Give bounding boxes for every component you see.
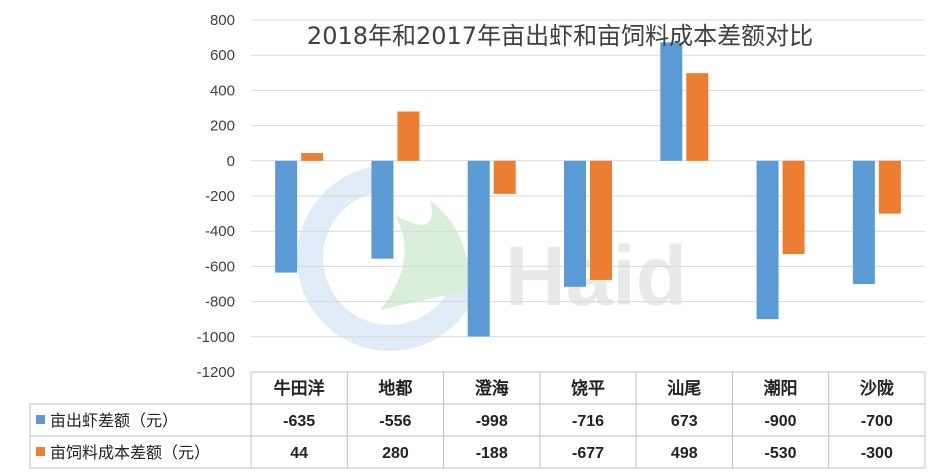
- y-tick-label: -200: [205, 188, 235, 205]
- bars: [275, 42, 901, 337]
- watermark-logo: Haid: [297, 165, 687, 351]
- y-tick-label: -1200: [197, 364, 235, 381]
- bar-shrimp-2: [467, 160, 490, 337]
- data-label: 44: [290, 445, 308, 462]
- bar-feed-0: [301, 153, 324, 161]
- data-label: -700: [861, 413, 893, 430]
- bar-feed-5: [782, 160, 805, 255]
- chart-title: 2018年和2017年亩出虾和亩饲料成本差额对比: [307, 22, 813, 50]
- bar-feed-4: [686, 73, 709, 161]
- bar-feed-3: [590, 160, 612, 280]
- bar-shrimp-0: [275, 160, 298, 273]
- bar-feed-2: [493, 160, 516, 194]
- data-label: -900: [765, 413, 797, 430]
- category-label: 澄海: [475, 378, 509, 399]
- bar-feed-6: [878, 160, 901, 214]
- bar-shrimp-5: [756, 160, 779, 320]
- data-label: -530: [765, 445, 797, 462]
- y-tick-label: -800: [205, 294, 235, 311]
- y-axis-ticks: 800 600 400 200 0 -200 -400 -600 -800 -1000 -1200: [197, 12, 235, 381]
- legend-swatch: [36, 415, 45, 424]
- data-label: -998: [476, 413, 508, 430]
- bar-shrimp-4: [660, 42, 683, 161]
- bar-feed-1: [397, 111, 420, 161]
- y-tick-label: 400: [210, 82, 235, 99]
- data-label: -300: [861, 445, 893, 462]
- data-label: -556: [379, 413, 411, 430]
- y-tick-label: -1000: [197, 329, 235, 346]
- category-label: 地都: [378, 378, 412, 399]
- category-label: 饶平: [571, 378, 605, 399]
- data-label: 280: [382, 445, 409, 462]
- category-label: 潮阳: [764, 378, 798, 399]
- data-label: -635: [283, 413, 315, 430]
- y-tick-label: -400: [205, 223, 235, 240]
- category-label: 牛田洋: [274, 378, 325, 399]
- bar-shrimp-6: [852, 160, 875, 284]
- data-label: -716: [572, 413, 604, 430]
- y-tick-label: 200: [210, 118, 235, 135]
- y-tick-label: -600: [205, 258, 235, 275]
- y-tick-label: 0: [227, 153, 235, 170]
- legend-swatch: [36, 447, 45, 456]
- series-name: 亩出虾差额（元）: [50, 411, 178, 430]
- data-label: -188: [476, 445, 508, 462]
- gridlines: [251, 19, 925, 373]
- data-label: 498: [671, 445, 698, 462]
- y-tick-label: 600: [210, 47, 235, 64]
- bar-shrimp-1: [371, 160, 394, 259]
- data-label: -677: [572, 445, 604, 462]
- data-label: 673: [671, 413, 698, 430]
- y-tick-label: 800: [210, 12, 235, 29]
- series-name: 亩饲料成本差额（元）: [50, 443, 210, 462]
- category-label: 汕尾: [667, 379, 701, 399]
- bar-shrimp-3: [564, 160, 586, 287]
- category-label: 沙陇: [860, 378, 894, 399]
